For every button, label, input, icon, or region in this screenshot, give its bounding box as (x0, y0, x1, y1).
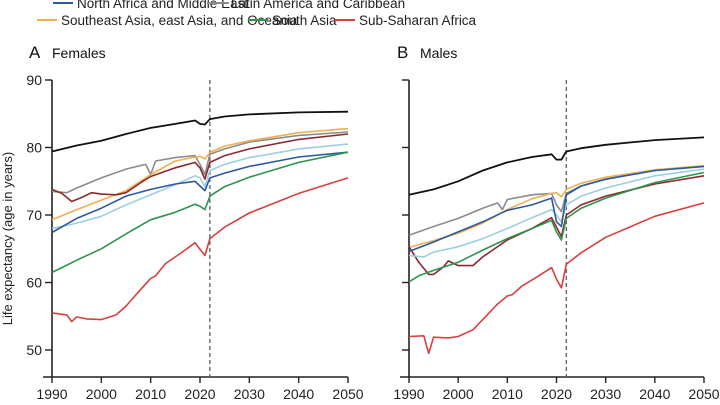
x-tick-label: 2040 (283, 386, 314, 402)
x-tick-label: 2020 (184, 386, 215, 402)
panel-females: A Females 50 60 70 80 90 1990 2000 2010 2020 2030 20… (0, 43, 364, 402)
legend-item: North Africa and Middle East (53, 0, 248, 11)
series-line (408, 136, 705, 196)
x-tick-label: 2030 (590, 386, 621, 402)
y-axis-label: Life expectancy (age in years) (0, 152, 15, 325)
y-tick-label: 80 (26, 140, 42, 156)
series-line (408, 171, 705, 283)
series-line (408, 168, 705, 258)
x-tick-label: 2030 (234, 386, 265, 402)
panel-title: Females (52, 45, 106, 61)
series-line (408, 164, 705, 249)
series-line (51, 133, 349, 203)
x-tick-label: 2040 (639, 386, 670, 402)
series-line (408, 175, 705, 276)
series-line (51, 110, 349, 153)
x-tick-label: 2000 (86, 386, 117, 402)
legend-label: North Africa and Middle East (77, 0, 248, 11)
y-tick-label: 90 (26, 72, 42, 88)
x-tick-label: 1990 (36, 386, 67, 402)
panel-letter: A (29, 43, 41, 62)
legend-label: Southeast Asia, east Asia, and Oceania (61, 13, 298, 28)
legend-item: Sub-Saharan Africa (335, 13, 477, 28)
y-tick-label: 60 (26, 275, 42, 291)
series-line (408, 165, 705, 253)
panel-title: Males (420, 45, 457, 61)
y-tick-label: 50 (26, 342, 42, 358)
x-tick-label: 2010 (135, 386, 166, 402)
y-tick-label: 70 (26, 207, 42, 223)
legend-item: Latin America and Caribbean (207, 0, 405, 11)
x-tick-label: 2000 (443, 386, 474, 402)
panel-letter: B (397, 43, 408, 62)
legend-item: South Asia (248, 13, 337, 28)
series-line (51, 131, 349, 194)
x-tick-label: 2050 (688, 386, 719, 402)
x-tick-label: 2050 (332, 386, 363, 402)
x-tick-label: 1990 (393, 386, 424, 402)
legend-item: Southeast Asia, east Asia, and Oceania (37, 13, 298, 28)
series-line (51, 151, 349, 234)
legend-label: Sub-Saharan Africa (359, 13, 477, 28)
legend-label: South Asia (272, 13, 337, 28)
x-tick-label: 2010 (492, 386, 523, 402)
x-tick-label: 2020 (541, 386, 572, 402)
series-line (51, 177, 349, 323)
series-line (51, 151, 349, 274)
panel-males: B Males 1990 2000 2010 2020 2030 2040 2050 (393, 43, 719, 402)
series-line (51, 143, 349, 230)
series-line (408, 202, 705, 355)
series-line (51, 127, 349, 221)
legend-label: Latin America and Caribbean (231, 0, 405, 11)
series-line (408, 165, 705, 237)
